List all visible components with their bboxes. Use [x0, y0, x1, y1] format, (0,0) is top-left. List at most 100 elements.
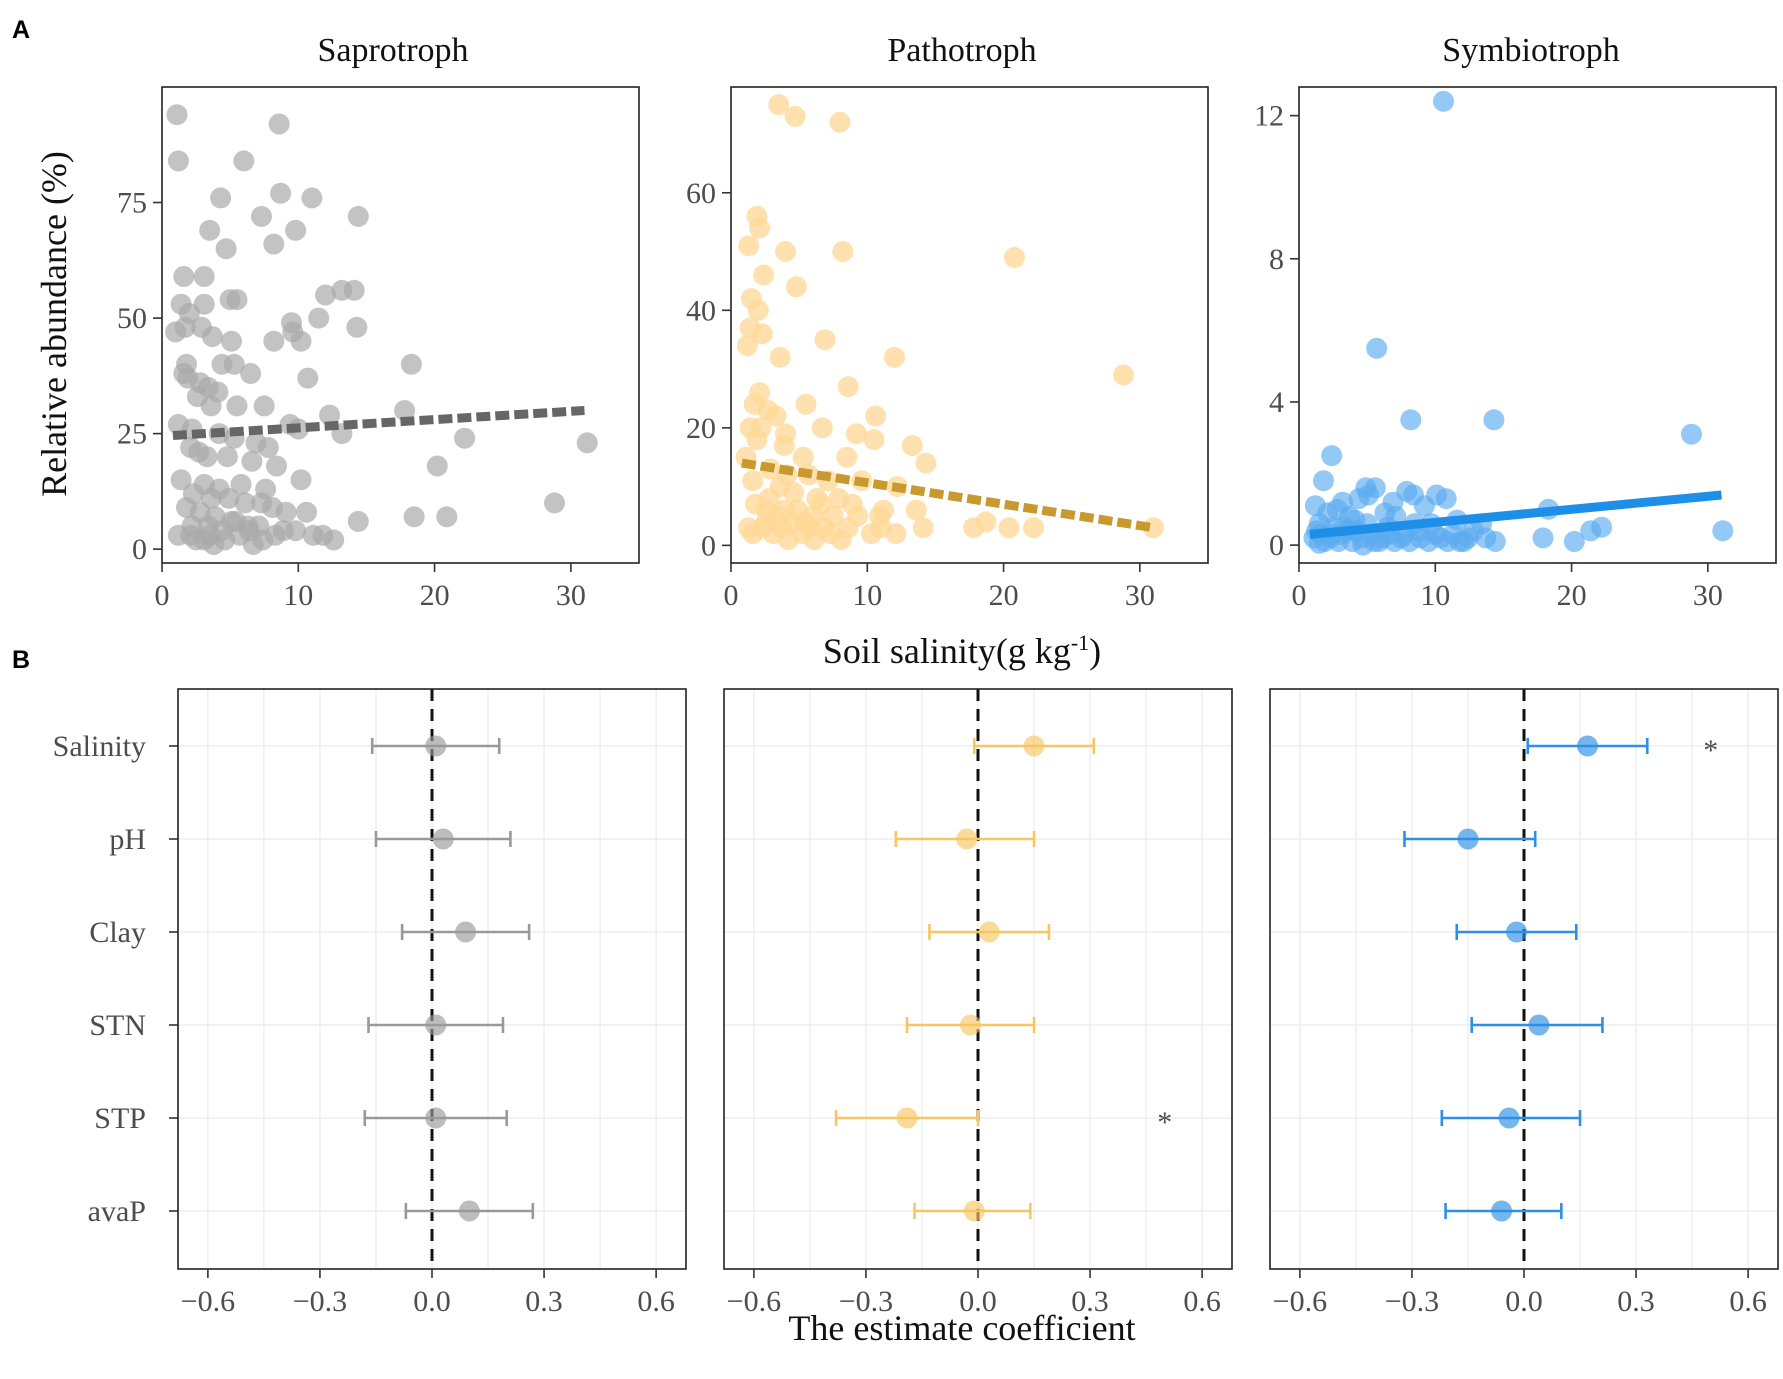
x-tick-label: 0 — [724, 579, 739, 612]
scatter-point — [285, 520, 307, 542]
scatter-point — [1113, 364, 1134, 386]
scatter-point — [315, 284, 336, 306]
scatter-point — [1382, 491, 1404, 513]
scatter-point — [346, 316, 368, 338]
y-tick-label: 0 — [701, 529, 716, 562]
symbiotroph-title: Symbiotroph — [1442, 32, 1620, 69]
scatter-point — [1462, 520, 1484, 542]
scatter-point — [773, 435, 795, 456]
scatter-point — [263, 233, 285, 255]
scatter-point — [215, 238, 237, 260]
x-tick-label: 30 — [1693, 579, 1723, 612]
saprotroph-title: Saprotroph — [317, 32, 468, 69]
x-tick-label: −0.6 — [181, 1285, 235, 1318]
estimate-point — [963, 1200, 985, 1222]
row-label: STN — [89, 1009, 146, 1042]
x-tick-label: 20 — [420, 579, 450, 612]
scatter-point — [795, 393, 817, 415]
estimate-point — [1506, 921, 1528, 943]
scatter-point — [810, 493, 832, 515]
estimate-point — [1023, 735, 1045, 757]
estimate-point — [425, 1107, 447, 1129]
y-tick-label: 50 — [117, 302, 147, 335]
scatter-point — [799, 517, 821, 539]
x-tick-label: 20 — [989, 579, 1019, 612]
scatter-point — [1483, 409, 1505, 431]
scatter-point — [863, 429, 885, 451]
forest-symbiotroph: * −0.6 −0.3 0.0 0.3 0.6 — [1269, 688, 1779, 1318]
scatter-point — [784, 105, 806, 127]
scatter-point — [1366, 337, 1388, 359]
panel-a-label: A — [12, 16, 30, 44]
estimate-point — [896, 1107, 918, 1129]
scatter-point — [742, 470, 764, 492]
scatter-point — [394, 400, 416, 421]
scatter-point — [296, 501, 317, 523]
trend-line — [741, 458, 1155, 533]
scatter-point — [1004, 246, 1025, 268]
scatter-point — [308, 307, 330, 329]
scatter-point — [257, 437, 279, 458]
scatter-point — [832, 241, 854, 262]
scatter-point — [736, 335, 758, 357]
x-tick-label: 0.0 — [1505, 1285, 1543, 1318]
x-tick-label: 0.3 — [525, 1285, 563, 1318]
y-tick-label: 0 — [132, 533, 147, 566]
scatter-point — [297, 367, 319, 389]
scatter-point — [738, 235, 760, 257]
scatter-point — [998, 517, 1020, 539]
scatter-point — [768, 94, 790, 116]
scatter-point — [1484, 531, 1506, 552]
scatter-point — [270, 182, 292, 204]
scatter-point — [226, 289, 248, 311]
scatter-point — [837, 376, 859, 398]
scatter-point — [285, 219, 307, 241]
scatter-point — [230, 473, 252, 495]
scatter-point — [436, 506, 458, 528]
scatter-point — [400, 353, 422, 375]
y-tick-label: 8 — [1269, 243, 1284, 276]
scatter-point — [240, 363, 262, 384]
scatter-point — [323, 529, 345, 551]
scatter-point — [845, 423, 867, 445]
row-label: Salinity — [53, 730, 146, 763]
scatter-point — [746, 429, 768, 451]
scatter-point — [226, 395, 248, 417]
scatter-point — [266, 455, 287, 477]
scatter-point — [975, 511, 997, 533]
scatter-point — [905, 499, 927, 521]
scatter-point — [174, 316, 196, 338]
x-tick-label: 0.3 — [1617, 1285, 1655, 1318]
scatter-point — [753, 264, 775, 286]
scatter-point — [870, 517, 892, 539]
scatter-point — [742, 523, 764, 545]
scatter-points — [165, 104, 598, 555]
a-y-axis-label: Relative abundance (%) — [34, 151, 74, 497]
scatter-point — [193, 266, 215, 287]
scatter-point — [1400, 409, 1422, 431]
scatter-point — [347, 205, 369, 227]
estimate-point — [1457, 828, 1479, 850]
scatter-point — [1413, 495, 1435, 517]
scatter-point — [1358, 484, 1379, 506]
scatter-point — [785, 276, 807, 298]
x-tick-label: 10 — [283, 579, 313, 612]
y-tick-label: 60 — [686, 177, 716, 210]
scatter-point — [301, 187, 323, 209]
scatter-symbiotroph: 0 10 20 30 0 4 8 12 — [1254, 86, 1777, 612]
y-tick-label: 12 — [1254, 100, 1284, 133]
row-label: Clay — [89, 916, 146, 949]
y-tick-label: 75 — [117, 187, 147, 220]
scatter-point — [268, 113, 290, 135]
panel-b-label: B — [12, 646, 30, 674]
estimate-point — [1528, 1014, 1550, 1036]
scatter-point — [915, 452, 937, 474]
scatter-point — [811, 417, 833, 439]
x-tick-label: −0.6 — [1273, 1285, 1327, 1318]
y-tick-label: 40 — [686, 294, 716, 327]
scatter-point — [200, 395, 222, 417]
scatter-point — [251, 205, 272, 227]
scatter-points — [1303, 90, 1734, 556]
estimate-point — [1491, 1200, 1513, 1222]
